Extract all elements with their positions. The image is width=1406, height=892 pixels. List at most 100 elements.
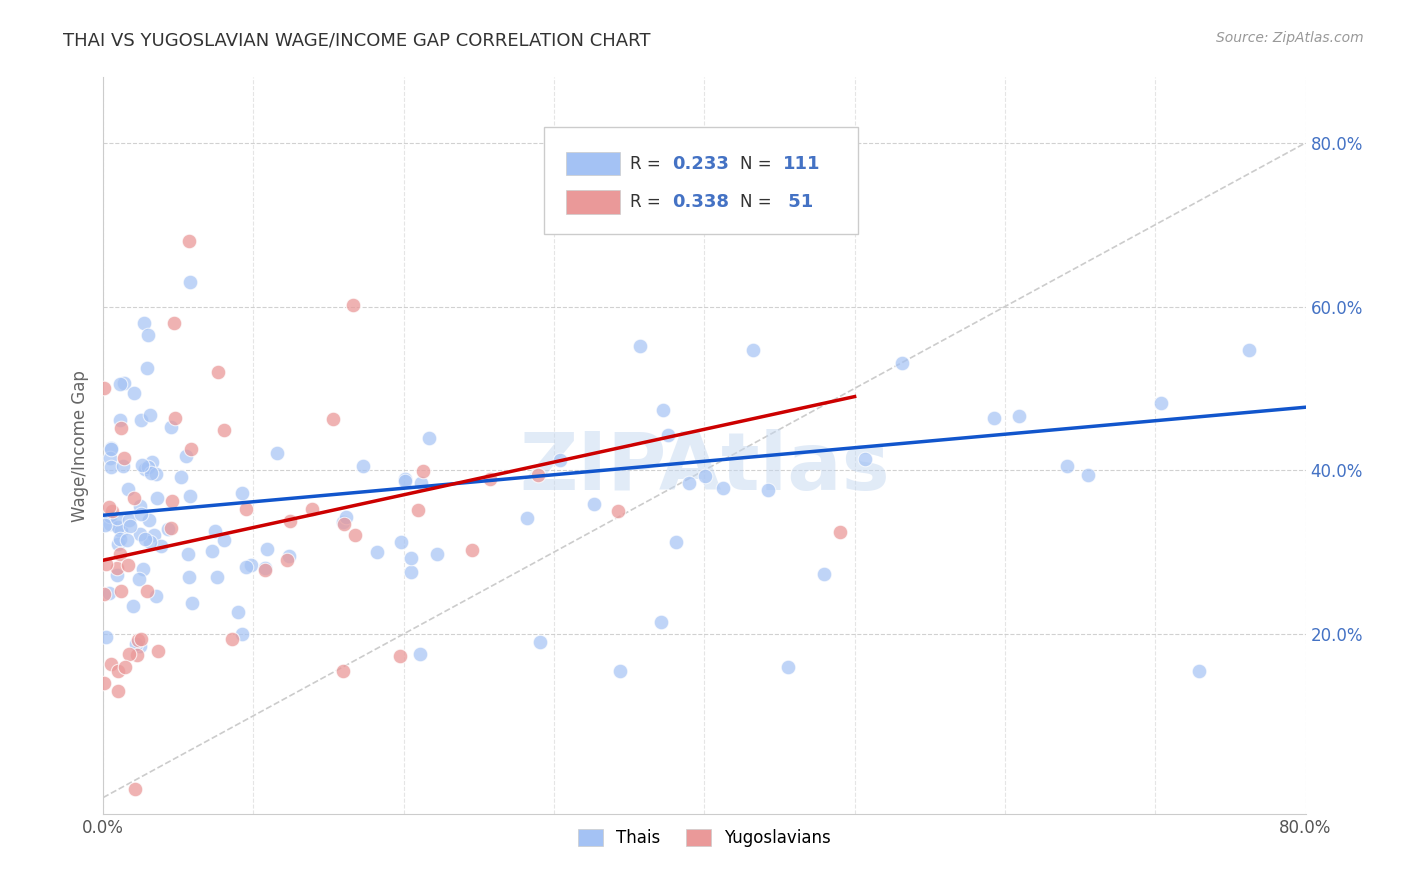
Thais <box>1008 409 1031 423</box>
Thais <box>256 542 278 557</box>
Thais <box>132 561 155 575</box>
Thais <box>112 376 135 390</box>
Thais <box>983 411 1005 425</box>
Thais <box>110 413 132 427</box>
Thais <box>813 566 835 581</box>
Thais <box>678 475 700 490</box>
Yugoslavians <box>101 504 124 518</box>
Text: 51: 51 <box>783 193 814 211</box>
Thais <box>205 570 228 584</box>
Yugoslavians <box>322 411 344 425</box>
Thais <box>335 510 357 524</box>
Thais <box>693 469 716 483</box>
Yugoslavians <box>129 632 152 646</box>
Thais <box>150 539 173 553</box>
Thais <box>129 413 152 427</box>
Thais <box>128 527 150 541</box>
Text: Source: ZipAtlas.com: Source: ZipAtlas.com <box>1216 31 1364 45</box>
Thais <box>394 472 416 486</box>
Thais <box>582 498 605 512</box>
Thais <box>418 431 440 445</box>
Yugoslavians <box>180 442 202 457</box>
Thais <box>529 635 551 649</box>
Thais <box>141 455 163 469</box>
Yugoslavians <box>301 502 323 516</box>
Thais <box>181 596 204 610</box>
Thais <box>128 572 150 586</box>
Thais <box>134 462 156 476</box>
Yugoslavians <box>332 516 354 531</box>
Thais <box>776 659 799 673</box>
Thais <box>145 589 167 603</box>
Thais <box>98 516 121 531</box>
Text: 0.338: 0.338 <box>672 193 728 211</box>
Text: N =: N = <box>741 193 778 211</box>
Thais <box>142 528 165 542</box>
Yugoslavians <box>342 298 364 312</box>
Thais <box>204 524 226 539</box>
Yugoslavians <box>163 411 186 425</box>
Thais <box>1056 458 1078 473</box>
Text: THAI VS YUGOSLAVIAN WAGE/INCOME GAP CORRELATION CHART: THAI VS YUGOSLAVIAN WAGE/INCOME GAP CORR… <box>63 31 651 49</box>
Thais <box>145 467 167 482</box>
Yugoslavians <box>127 648 149 662</box>
Thais <box>105 511 128 525</box>
Thais <box>628 339 651 353</box>
Thais <box>132 316 155 330</box>
Thais <box>212 533 235 547</box>
Yugoslavians <box>212 423 235 437</box>
Thais <box>100 460 122 475</box>
Thais <box>426 547 449 561</box>
Thais <box>115 533 138 548</box>
Yugoslavians <box>412 464 434 478</box>
Thais <box>389 535 412 549</box>
Yugoslavians <box>406 503 429 517</box>
Thais <box>174 449 197 463</box>
Thais <box>231 485 253 500</box>
Thais <box>138 513 160 527</box>
Yugoslavians <box>461 542 484 557</box>
Yugoslavians <box>332 664 354 678</box>
Y-axis label: Wage/Income Gap: Wage/Income Gap <box>72 370 89 522</box>
Thais <box>266 445 288 459</box>
Thais <box>94 630 117 644</box>
Thais <box>136 328 159 343</box>
Thais <box>758 483 780 497</box>
Thais <box>399 550 422 565</box>
Thais <box>1188 664 1211 678</box>
Thais <box>394 474 416 488</box>
Thais <box>97 586 120 600</box>
Thais <box>139 409 162 423</box>
Thais <box>98 508 121 523</box>
Thais <box>179 489 201 503</box>
Thais <box>240 558 263 572</box>
Thais <box>711 481 734 495</box>
Thais <box>516 511 538 525</box>
Yugoslavians <box>107 664 129 678</box>
Bar <box>567 190 620 214</box>
Text: 0.233: 0.233 <box>672 154 728 173</box>
Thais <box>117 482 139 496</box>
Yugoslavians <box>110 584 132 599</box>
Thais <box>136 361 159 376</box>
Bar <box>567 152 620 176</box>
Thais <box>122 385 145 400</box>
Yugoslavians <box>107 684 129 698</box>
Text: R =: R = <box>630 193 666 211</box>
FancyBboxPatch shape <box>544 127 858 235</box>
Thais <box>122 599 145 614</box>
Yugoslavians <box>136 583 159 598</box>
Thais <box>853 451 876 466</box>
Yugoslavians <box>146 644 169 658</box>
Yugoslavians <box>100 657 122 671</box>
Thais <box>145 491 167 505</box>
Thais <box>177 547 200 561</box>
Thais <box>170 470 193 484</box>
Thais <box>118 513 141 527</box>
Thais <box>107 536 129 550</box>
Thais <box>278 549 301 564</box>
Thais <box>231 627 253 641</box>
Thais <box>141 467 163 481</box>
Yugoslavians <box>607 504 630 518</box>
Thais <box>235 560 257 574</box>
